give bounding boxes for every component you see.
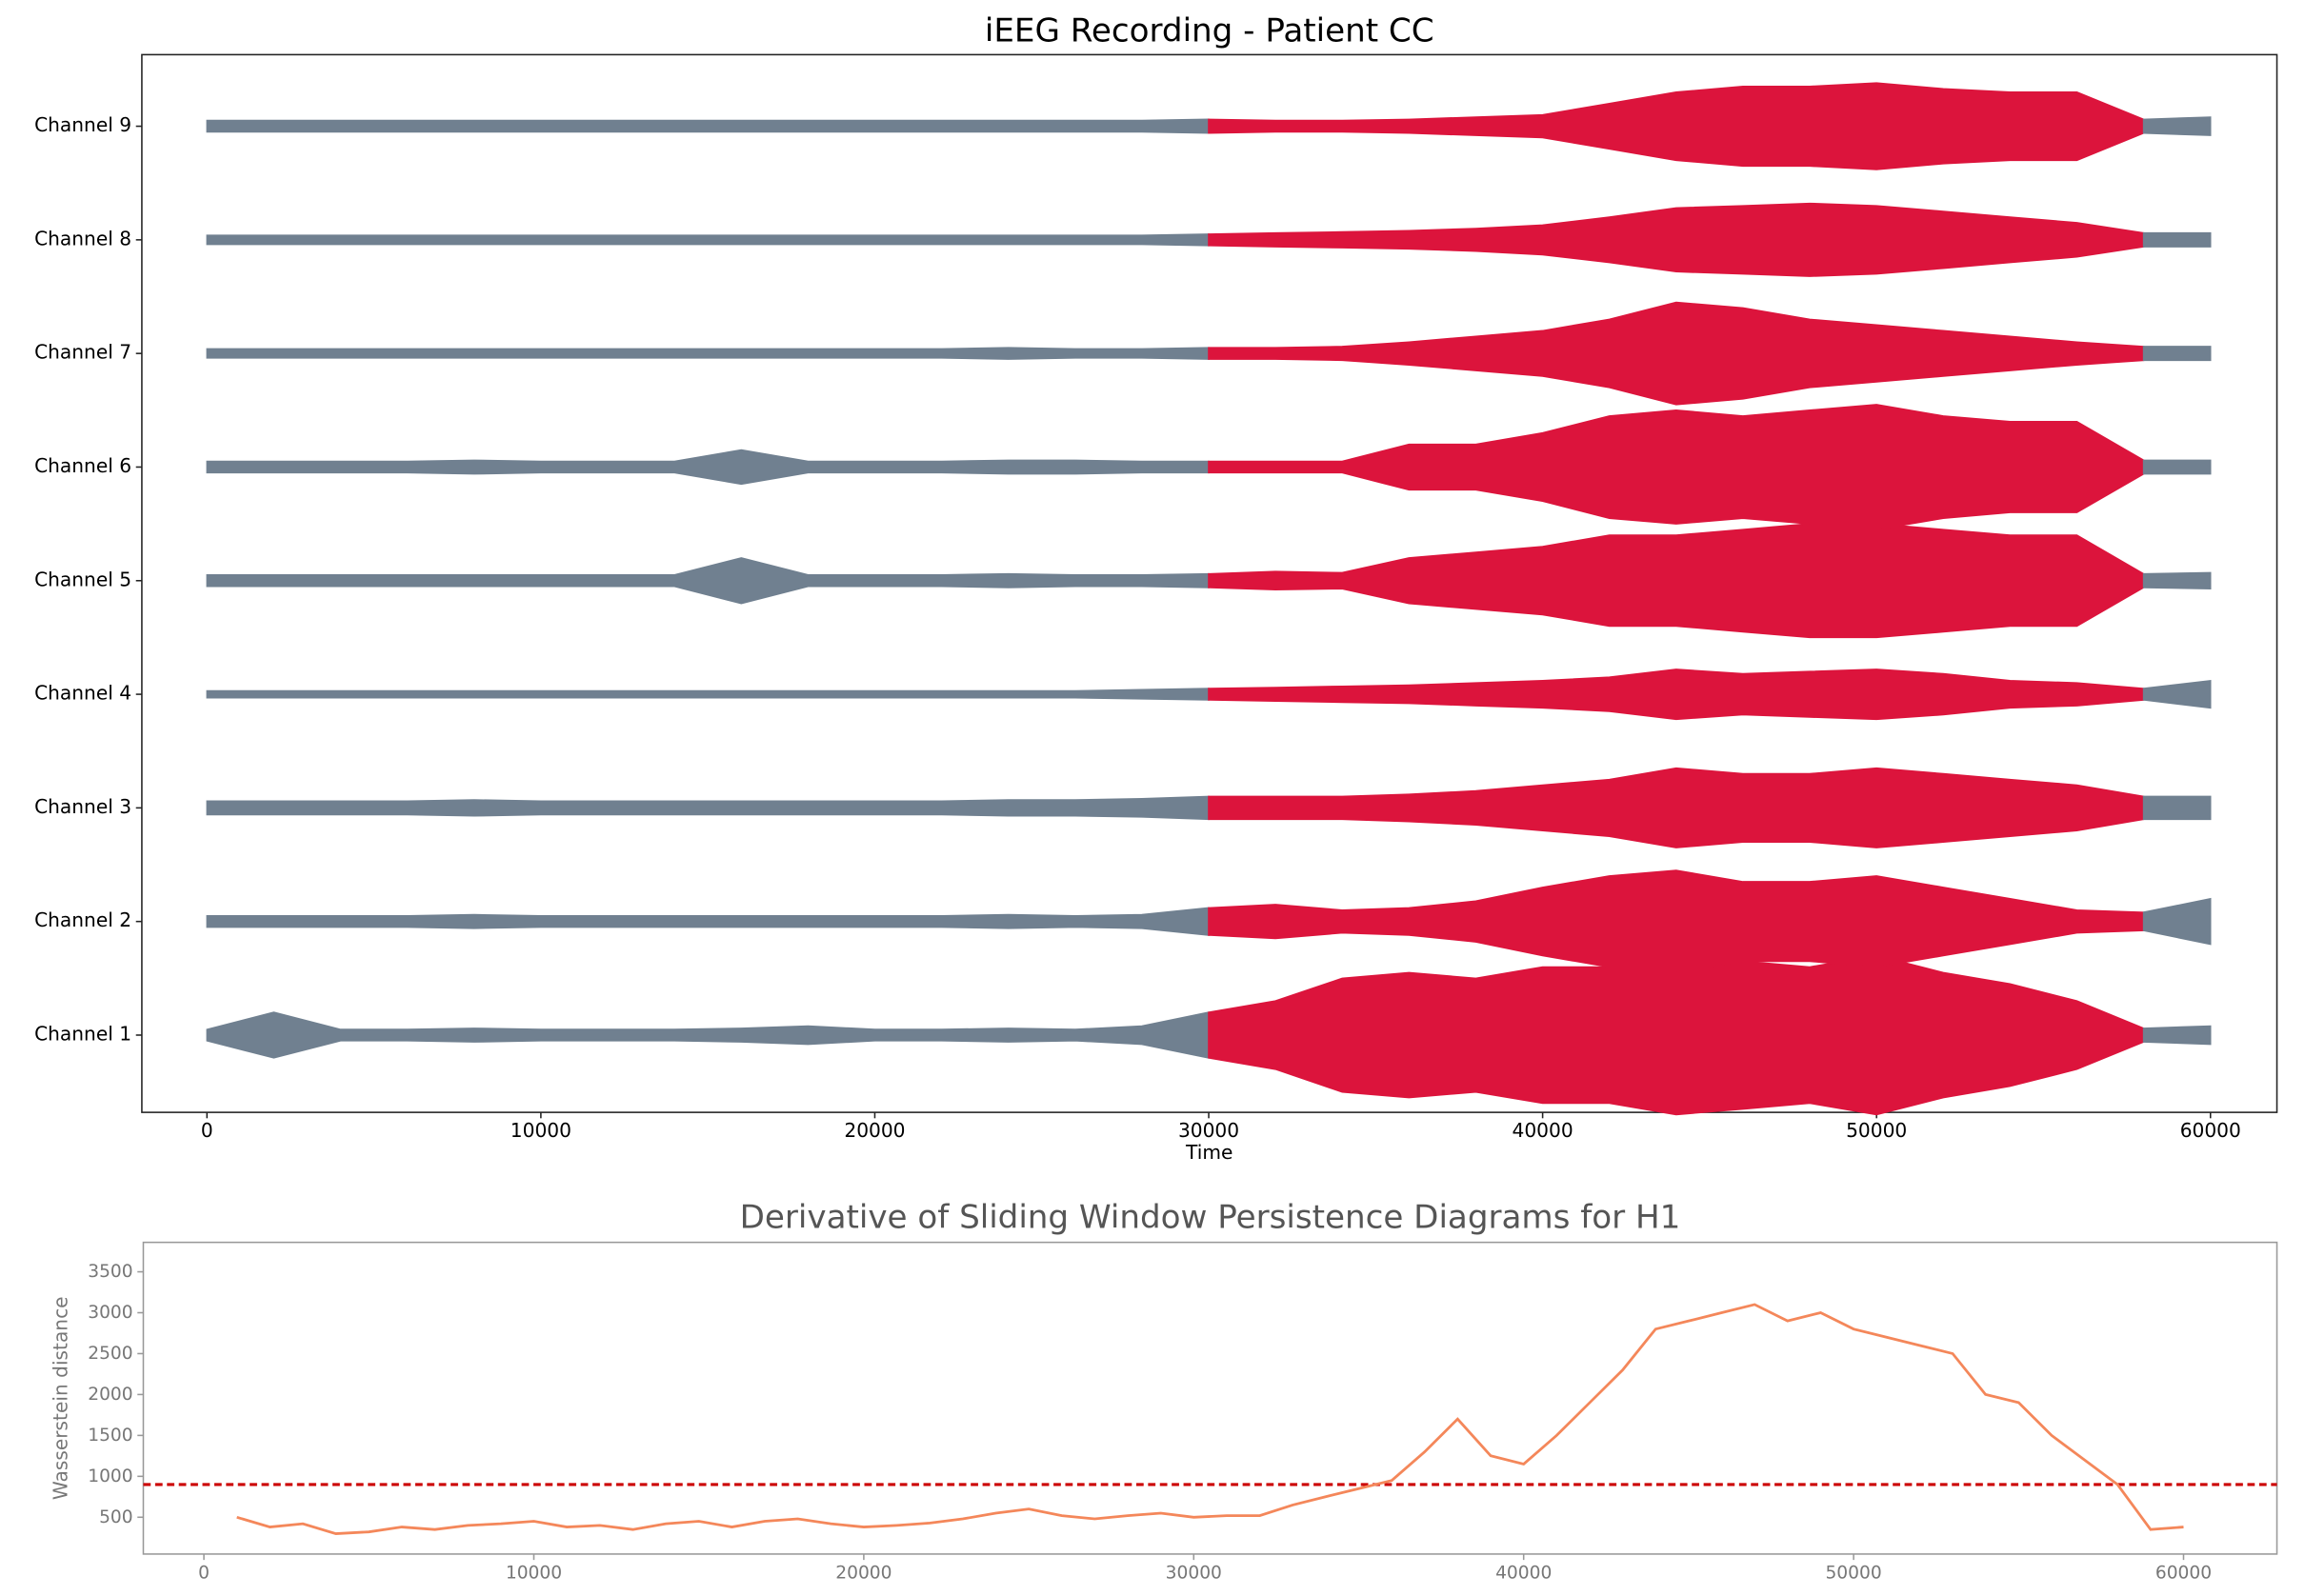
- signal-envelope: [2142, 346, 2212, 362]
- signal-envelope: [206, 449, 1210, 486]
- signal-envelope: [1208, 767, 2145, 848]
- signal-envelope: [206, 347, 1210, 360]
- x-tick-label: 20000: [844, 1119, 905, 1142]
- signal-envelope: [2142, 116, 2212, 136]
- y-tick-label: Channel 1: [34, 1022, 131, 1045]
- y-axis-label: Wasserstein distance: [50, 1296, 72, 1500]
- signal-envelope: [206, 557, 1210, 605]
- signal-envelope: [2142, 1025, 2212, 1046]
- signal-envelope: [2142, 459, 2212, 475]
- y-tick-label: Channel 2: [34, 908, 131, 931]
- y-tick-label: Channel 8: [34, 227, 131, 249]
- y-tick-label: 3000: [88, 1303, 132, 1323]
- signal-envelope: [206, 907, 1210, 936]
- x-tick-label: 30000: [1166, 1564, 1222, 1584]
- data-line: [236, 1303, 2184, 1535]
- signal-envelope: [206, 688, 1210, 701]
- chart-title: iEEG Recording - Patient CC: [985, 12, 1434, 50]
- y-tick-label: Channel 6: [34, 454, 131, 477]
- y-tick-label: Channel 9: [34, 113, 131, 136]
- signal-envelope: [1208, 301, 2145, 406]
- x-tick-label: 40000: [1513, 1119, 1573, 1142]
- y-tick-label: 500: [99, 1507, 133, 1527]
- y-tick-label: Channel 7: [34, 341, 131, 364]
- y-tick-label: 1000: [88, 1466, 132, 1486]
- y-tick-label: Channel 3: [34, 795, 131, 818]
- signal-envelope: [1208, 202, 2145, 277]
- signal-envelope: [2142, 231, 2212, 248]
- x-axis-label: Time: [1185, 1141, 1233, 1164]
- signal-envelope: [206, 233, 1210, 247]
- signal-envelope: [2142, 679, 2212, 709]
- x-tick-label: 20000: [835, 1564, 892, 1584]
- signal-envelope: [206, 795, 1210, 821]
- signal-envelope: [2142, 897, 2212, 946]
- x-tick-label: 0: [198, 1564, 210, 1584]
- signal-envelope: [206, 118, 1210, 134]
- y-tick-label: 3500: [88, 1262, 132, 1282]
- signal-envelope: [1208, 82, 2145, 170]
- signal-envelope: [1208, 404, 2145, 530]
- y-tick-label: 2000: [88, 1385, 132, 1405]
- signal-envelope: [206, 1011, 1210, 1059]
- chart-title: Derivative of Sliding Window Persistence…: [740, 1198, 1681, 1236]
- signal-envelope: [2142, 571, 2212, 589]
- y-tick-label: Channel 5: [34, 568, 131, 590]
- signal-envelope: [1208, 668, 2145, 721]
- signal-envelope: [1208, 523, 2145, 639]
- x-tick-label: 50000: [1825, 1564, 1881, 1584]
- y-tick-label: 1500: [88, 1426, 132, 1446]
- x-tick-label: 10000: [511, 1119, 571, 1142]
- x-tick-label: 10000: [506, 1564, 562, 1584]
- signal-envelope: [1208, 869, 2145, 974]
- signal-envelope: [2142, 795, 2212, 821]
- y-tick-label: 2500: [88, 1344, 132, 1364]
- signal-envelope: [1208, 954, 2145, 1116]
- x-tick-label: 40000: [1495, 1564, 1552, 1584]
- x-tick-label: 60000: [2155, 1564, 2212, 1584]
- x-tick-label: 30000: [1178, 1119, 1239, 1142]
- x-tick-label: 50000: [1846, 1119, 1907, 1142]
- x-tick-label: 0: [201, 1119, 213, 1142]
- plot-frame: [142, 1241, 2278, 1555]
- x-tick-label: 60000: [2180, 1119, 2241, 1142]
- y-tick-label: Channel 4: [34, 682, 131, 705]
